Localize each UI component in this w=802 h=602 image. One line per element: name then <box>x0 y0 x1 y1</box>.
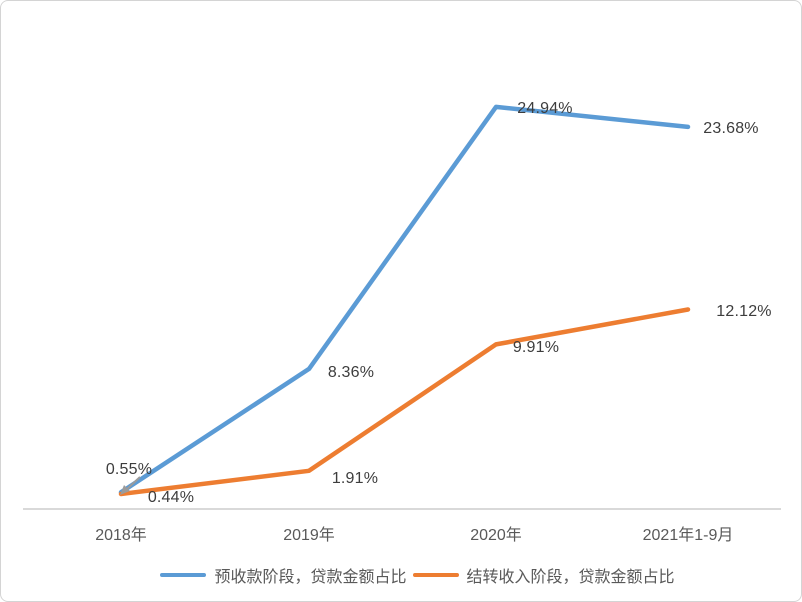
x-axis-label: 2021年1-9月 <box>642 527 734 544</box>
legend: 预收款阶段，贷款金额占比 结转收入阶段，贷款金额占比 <box>34 563 801 587</box>
x-axis-label: 2019年 <box>283 527 335 544</box>
legend-item: 结转收入阶段，贷款金额占比 <box>412 563 675 587</box>
series-line-presale-stage <box>118 104 691 495</box>
legend-line-swatch <box>160 573 207 577</box>
data-label: 1.91% <box>331 469 379 487</box>
data-label: 24.94% <box>517 99 573 117</box>
data-label: 0.55% <box>105 461 153 479</box>
data-label: 9.91% <box>512 339 560 357</box>
x-axis-label: 2020年 <box>470 527 522 544</box>
data-label: 23.68% <box>703 119 759 137</box>
data-label: 12.12% <box>716 302 772 320</box>
series-line-carryover-stage <box>118 307 691 497</box>
legend-label: 预收款阶段，贷款金额占比 <box>214 569 407 586</box>
data-label: 8.36% <box>327 363 375 381</box>
legend-item: 预收款阶段，贷款金额占比 <box>160 563 407 587</box>
legend-label: 结转收入阶段，贷款金额占比 <box>466 569 675 586</box>
legend-line-swatch <box>412 573 459 577</box>
x-axis-label: 2018年 <box>95 527 147 544</box>
data-label: 0.44% <box>147 489 195 507</box>
pointer-arrow-icon <box>120 476 141 495</box>
